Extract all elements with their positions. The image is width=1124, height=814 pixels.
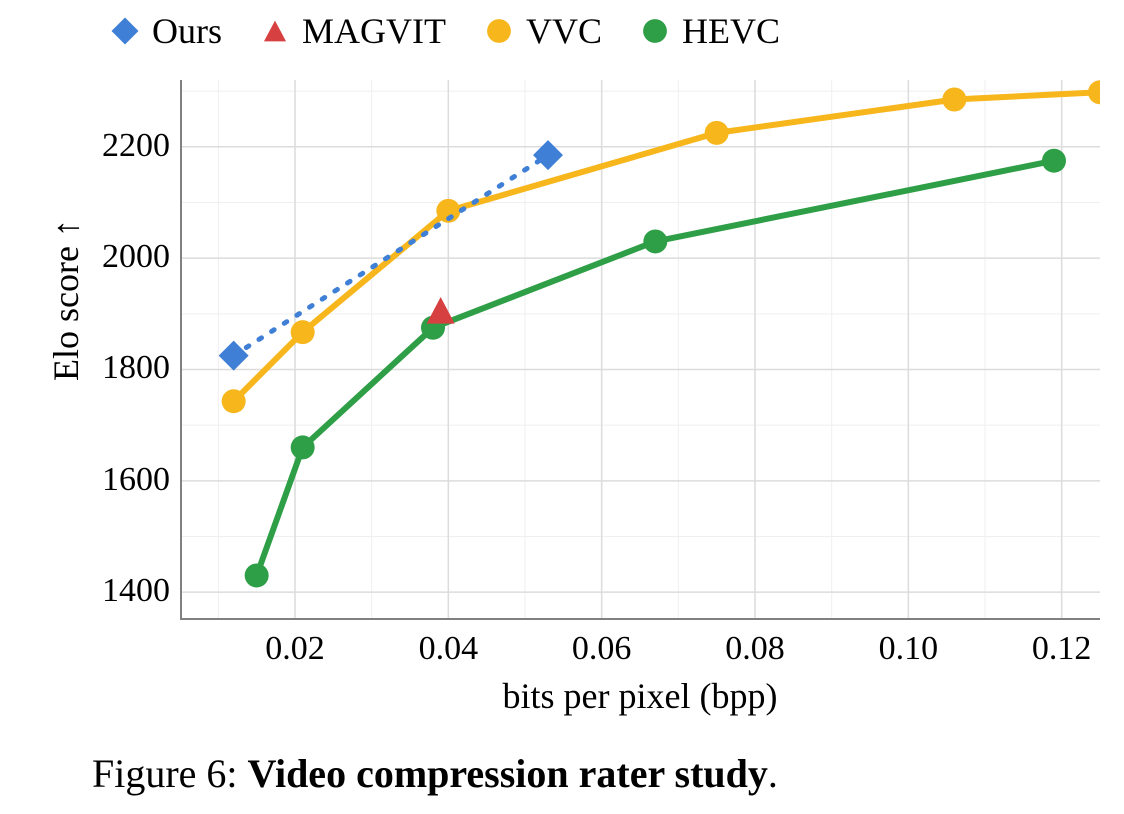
circle-icon <box>640 16 670 46</box>
circle-icon <box>484 16 514 46</box>
figure-caption: Figure 6: Video compression rater study. <box>92 750 778 797</box>
legend-item: Ours <box>110 10 222 52</box>
legend-label: HEVC <box>682 10 780 52</box>
ytick-label: 2000 <box>80 238 170 276</box>
xtick-label: 0.12 <box>1032 630 1092 668</box>
xtick-label: 0.10 <box>879 630 939 668</box>
ytick-label: 2200 <box>80 127 170 165</box>
y-axis-label: Elo score ↑ <box>45 150 87 450</box>
legend-label: VVC <box>526 10 602 52</box>
figure-page: Ours MAGVIT VVC HEVC 1400 1600 1800 2000 2200 0… <box>0 0 1124 814</box>
caption-suffix: . <box>768 751 778 796</box>
caption-prefix: Figure 6: <box>92 751 248 796</box>
caption-bold: Video compression rater study <box>248 751 768 796</box>
ytick-label: 1800 <box>80 349 170 387</box>
legend: Ours MAGVIT VVC HEVC <box>110 10 780 52</box>
ytick-label: 1400 <box>80 572 170 610</box>
xtick-label: 0.04 <box>419 630 479 668</box>
legend-item: HEVC <box>640 10 780 52</box>
ytick-label: 1600 <box>80 461 170 499</box>
x-axis-label: bits per pixel (bpp) <box>465 675 815 717</box>
legend-label: MAGVIT <box>302 10 446 52</box>
legend-item: VVC <box>484 10 602 52</box>
plot-frame <box>180 80 1100 620</box>
plot-area <box>180 80 1100 620</box>
xtick-label: 0.02 <box>265 630 325 668</box>
legend-item: MAGVIT <box>260 10 446 52</box>
xtick-label: 0.08 <box>725 630 785 668</box>
xtick-label: 0.06 <box>572 630 632 668</box>
legend-label: Ours <box>152 10 222 52</box>
triangle-icon <box>260 16 290 46</box>
diamond-icon <box>110 16 140 46</box>
